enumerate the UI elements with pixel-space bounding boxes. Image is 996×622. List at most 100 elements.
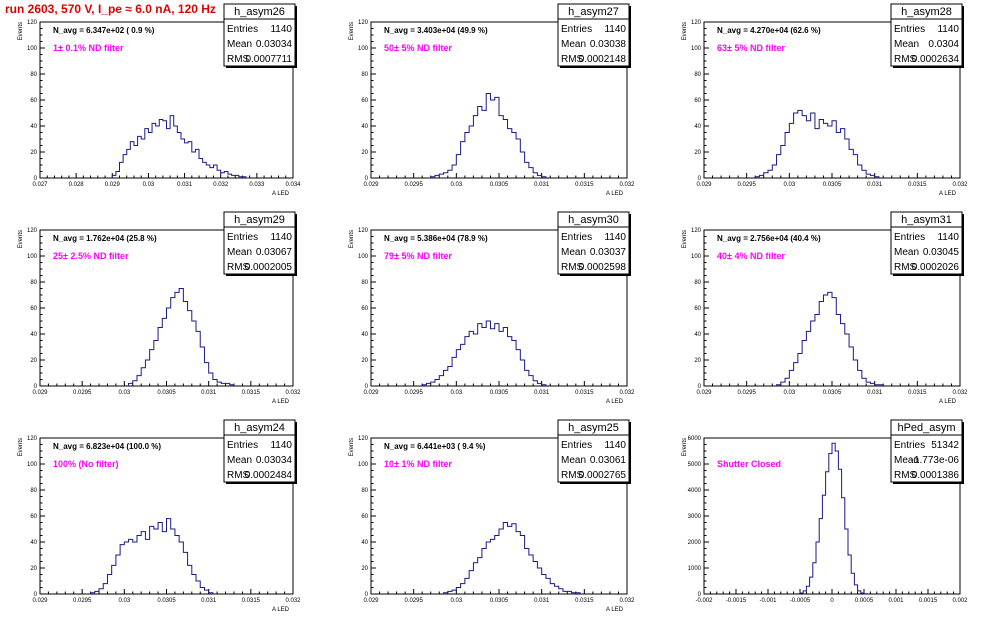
y-tick-label: 60 [694,98,701,104]
y-axis-label: Events [18,22,24,40]
x-tick-label: 0.027 [32,182,48,188]
y-tick-label: 20 [361,150,368,156]
stats-value-mean: 0.03061 [590,455,627,466]
histogram-steps [111,115,250,179]
figure-title: run 2603, 570 V, I_pe ≈ 6.0 nA, 120 Hz [5,2,216,16]
filter-label: 25± 2.5% ND filter [53,251,129,261]
filter-label: 1± 0.1% ND filter [53,43,124,53]
filter-label: Shutter Closed [717,459,781,469]
y-tick-label: 120 [358,228,369,234]
y-tick-label: 100 [358,46,369,52]
stats-value-entries: 1140 [937,24,959,35]
x-tick-label: 0.03 [118,390,130,396]
x-axis-label: A LED [606,191,624,197]
x-tick-label: 0.029 [363,598,379,604]
y-axis-label: Events [349,22,355,40]
y-tick-label: 40 [30,540,37,546]
stats-box [223,3,296,67]
x-tick-label: 0.0315 [242,598,261,604]
histogram-steps [776,291,884,386]
x-tick-label: 0.031 [201,390,217,396]
y-tick-label: 100 [691,254,702,260]
y-tick-label: 60 [361,98,368,104]
x-tick-label: 0.001 [888,598,904,604]
navg-text: N_avg = 2.756e+04 (40.4 %) [717,234,821,243]
y-tick-label: 40 [361,332,368,338]
navg-text: N_avg = 5.386e+04 (78.9 %) [384,234,488,243]
y-tick-label: 120 [358,20,369,26]
stats-box [223,419,296,483]
y-tick-label: 0 [34,592,38,598]
x-tick-label: 0.031 [867,390,883,396]
stats-value-rms: 0.0001386 [912,470,960,481]
navg-text: N_avg = 6.347e+02 ( 0.9 %) [53,26,155,35]
y-tick-label: 1000 [688,566,702,572]
navg-text: N_avg = 1.762e+04 (25.8 %) [53,234,157,243]
stats-label-entries: Entries [227,440,258,451]
y-tick-label: 100 [27,462,38,468]
histogram-name: h_asym28 [901,6,952,18]
stats-box [557,211,630,275]
y-tick-label: 20 [694,358,701,364]
x-tick-label: 0.0295 [404,390,423,396]
x-tick-label: 0.0295 [737,182,756,188]
x-tick-label: 0.0295 [73,390,92,396]
x-tick-label: 0.032 [213,182,229,188]
stats-value-rms: 0.0002026 [912,262,960,273]
x-tick-label: 0.0305 [157,390,176,396]
stats-value-entries: 1140 [604,440,626,451]
y-tick-label: 0 [698,592,702,598]
x-axis-label: A LED [272,191,290,197]
x-tick-label: 0.03 [783,390,795,396]
histogram-panel-h_asym25: 0.029 0.0295 0.03 0.0305 0.031 0.0315 0.032 0 20… [349,419,635,613]
stats-box [890,419,963,483]
y-axis-label: Events [349,438,355,456]
y-tick-label: 120 [27,436,38,442]
stats-value-rms: 0.0002765 [579,470,627,481]
stats-value-entries: 1140 [937,232,959,243]
y-tick-label: 80 [361,280,368,286]
y-tick-label: 20 [694,150,701,156]
y-tick-label: 60 [30,514,37,520]
stats-label-entries: Entries [227,24,258,35]
y-tick-label: 60 [30,306,37,312]
histogram-panel-h_asym29: 0.029 0.0295 0.03 0.0305 0.031 0.0315 0.032 0 20… [18,211,301,405]
y-tick-label: 0 [698,384,702,390]
stats-label-rms: RMS [894,54,917,65]
y-tick-label: 0 [365,384,369,390]
y-tick-label: 6000 [688,436,702,442]
stats-label-entries: Entries [561,440,592,451]
x-tick-label: 0.0305 [157,598,176,604]
stats-value-entries: 1140 [270,232,292,243]
histogram-steps [430,93,547,178]
filter-label: 40± 4% ND filter [717,251,785,261]
x-tick-label: 0.032 [285,390,301,396]
stats-label-rms: RMS [227,54,250,65]
x-tick-label: 0.029 [105,182,121,188]
stats-value-mean: -1.773e-06 [911,455,960,466]
stats-label-rms: RMS [894,262,917,273]
y-tick-label: 0 [365,176,369,182]
y-tick-label: 40 [361,540,368,546]
stats-value-entries: 1140 [270,440,292,451]
y-tick-label: 0 [34,176,38,182]
stats-value-rms: 0.0002634 [912,54,960,65]
x-tick-label: 0.029 [32,598,48,604]
y-tick-label: 80 [30,488,37,494]
stats-label-entries: Entries [894,232,925,243]
y-axis-label: Events [349,230,355,248]
x-tick-label: 0.0315 [575,390,594,396]
stats-label-entries: Entries [561,24,592,35]
histogram-panel-h_asym26: 0.027 0.028 0.029 0.03 0.031 0.032 0.033 0.034 0… [18,3,301,197]
y-tick-label: 20 [30,566,37,572]
histogram-panel-h_asym28: 0.029 0.0295 0.03 0.0305 0.031 0.0315 0.032 0 20… [682,3,968,197]
y-axis-label: Events [18,230,24,248]
histogram-name: h_asym31 [901,214,952,226]
y-tick-label: 80 [30,72,37,78]
y-tick-label: 40 [361,124,368,130]
histogram-name: h_asym27 [568,6,619,18]
x-tick-label: -0.001 [759,598,777,604]
y-tick-label: 40 [30,124,37,130]
stats-value-rms: 0.0002148 [579,54,627,65]
stats-value-rms: 0.0007711 [245,54,292,65]
